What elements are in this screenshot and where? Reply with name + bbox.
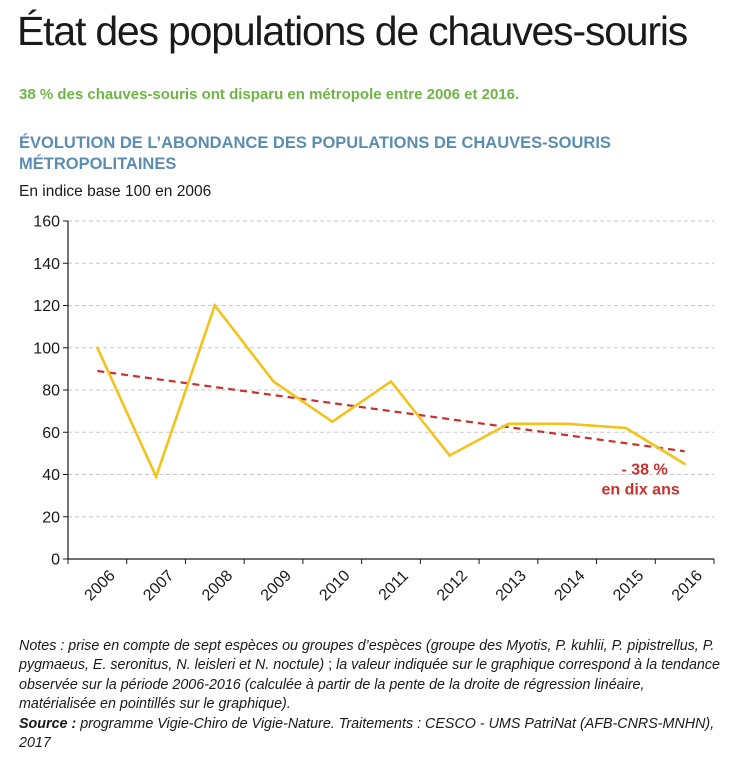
x-tick-label: 2008 — [199, 567, 236, 604]
subtitle: 38 % des chauves-souris ont disparu en m… — [19, 86, 520, 103]
x-tick-labels: 2006 2007 2008 2009 2010 2011 2012 2013 2014 2015… — [82, 567, 707, 604]
notes-label: Notes : — [19, 638, 65, 654]
y-tick-label: 140 — [33, 256, 60, 273]
data-point — [389, 380, 393, 383]
data-point — [272, 380, 275, 383]
y-tick-label: 0 — [51, 552, 60, 569]
chart-title: ÉVOLUTION DE L’ABONDANCE DES POPULATIONS… — [19, 134, 611, 173]
notes-separator: ; — [324, 657, 337, 674]
y-tick-label: 60 — [42, 425, 60, 442]
x-tick-label: 2013 — [493, 567, 530, 604]
x-tick-label: 2014 — [551, 567, 588, 604]
x-tick-label: 2007 — [140, 567, 177, 604]
x-tick-label: 2010 — [316, 567, 353, 604]
y-tick-label: 40 — [42, 467, 60, 484]
data-point — [624, 426, 628, 430]
notes-text-1: prise en compte de sept espèces ou group… — [19, 638, 715, 674]
y-unit-label: En indice base 100 en 2006 — [19, 183, 212, 200]
x-tick-label: 2011 — [376, 568, 412, 604]
grid-lines — [68, 220, 714, 518]
data-point — [565, 422, 569, 426]
series-line — [96, 302, 686, 481]
y-tick-label: 160 — [33, 214, 60, 231]
axes — [63, 220, 715, 564]
data-point — [154, 475, 158, 478]
source-text: programme Vigie-Chiro de Vigie-Nature. T… — [19, 715, 715, 752]
data-point — [213, 304, 217, 307]
page-title: État des populations de chauves-souris — [17, 8, 688, 54]
source-label: Source : — [19, 715, 77, 732]
y-tick-label: 120 — [33, 298, 60, 315]
x-tick-label: 2015 — [610, 567, 647, 604]
annotation-percent: - 38 % — [622, 461, 668, 478]
trend-line-group — [97, 369, 685, 453]
annotation-period: en dix ans — [602, 481, 680, 498]
notes: Notes : prise en compte de sept espèces … — [19, 637, 725, 753]
annotation-group: - 38 % en dix ans — [602, 461, 680, 498]
notes-text-2: la valeur indiquée sur le graphique corr… — [19, 657, 720, 713]
x-tick-label: 2016 — [669, 567, 706, 604]
x-tick-label: 2006 — [82, 567, 119, 604]
y-tick-label: 80 — [42, 383, 60, 400]
data-point — [96, 346, 99, 350]
data-point — [683, 462, 686, 466]
x-tick-label: 2009 — [258, 567, 295, 604]
data-point — [330, 420, 334, 423]
trend-line — [97, 369, 685, 453]
data-point — [507, 422, 510, 426]
series-group — [96, 302, 686, 481]
y-tick-labels: 0 20 40 60 80 100 120 140 160 — [33, 214, 60, 569]
y-tick-label: 100 — [33, 340, 60, 357]
y-tick-label: 20 — [42, 509, 60, 526]
x-tick-label: 2012 — [434, 567, 471, 604]
data-point — [448, 454, 452, 457]
